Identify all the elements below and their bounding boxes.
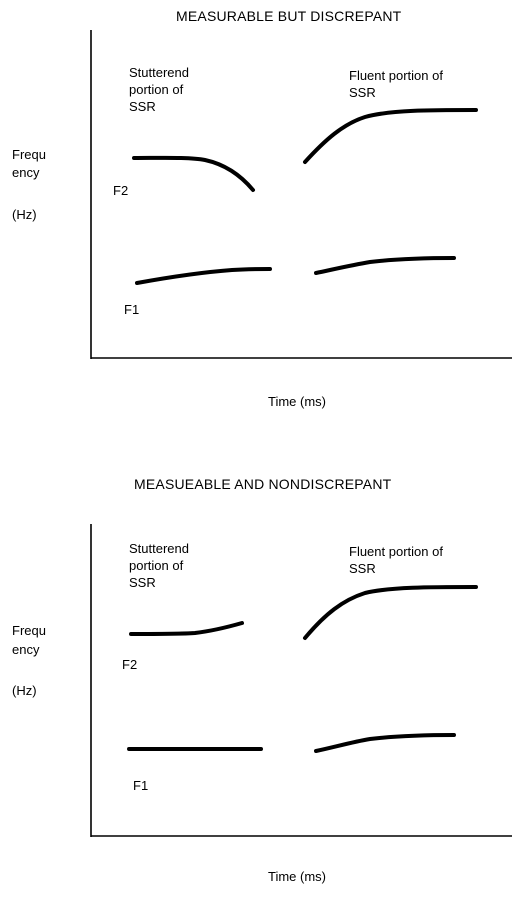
f2-fluent-curve: [303, 585, 478, 640]
y-axis-label-line2: ency: [12, 642, 40, 657]
f2-stuttered-curve: [132, 155, 255, 192]
fluent-portion-label: Fluent portion of SSR: [349, 68, 443, 100]
y-axis-unit-label: (Hz): [12, 683, 37, 698]
stuttered-portion-label: Stutterend portion of SSR: [129, 541, 189, 590]
f1-label: F1: [124, 302, 140, 317]
f1-fluent-curve: [314, 256, 456, 275]
plot-area: [90, 30, 512, 359]
f2-label: F2: [113, 183, 129, 198]
y-axis-unit-label: (Hz): [12, 207, 37, 222]
y-axis-label-line1: Frequ: [12, 623, 46, 638]
y-axis-label-line1: Frequ: [12, 147, 46, 162]
plot-area: [90, 524, 512, 837]
f2-stuttered-curve: [129, 621, 244, 636]
diagram-panel-nondiscrepant: MEASUEABLE AND NONDISCREPANT Stutterend …: [0, 470, 512, 915]
x-axis-label: Time (ms): [268, 394, 327, 409]
f2-label: F2: [122, 657, 138, 672]
diagram-panel-discrepant: MEASURABLE BUT DISCREPANT Stutterend por…: [0, 0, 512, 445]
f2-fluent-curve: [303, 108, 478, 164]
stuttered-portion-label: Stutterend portion of SSR: [129, 65, 189, 114]
fluent-portion-label: Fluent portion of SSR: [349, 544, 443, 576]
f1-fluent-curve: [314, 733, 456, 753]
y-axis-label-line2: ency: [12, 165, 40, 180]
x-axis-label: Time (ms): [268, 869, 327, 884]
f1-label: F1: [133, 778, 149, 793]
panel-title: MEASURABLE BUT DISCREPANT: [176, 8, 402, 24]
panel-title: MEASUEABLE AND NONDISCREPANT: [134, 476, 392, 492]
f1-stuttered-curve: [135, 267, 272, 285]
